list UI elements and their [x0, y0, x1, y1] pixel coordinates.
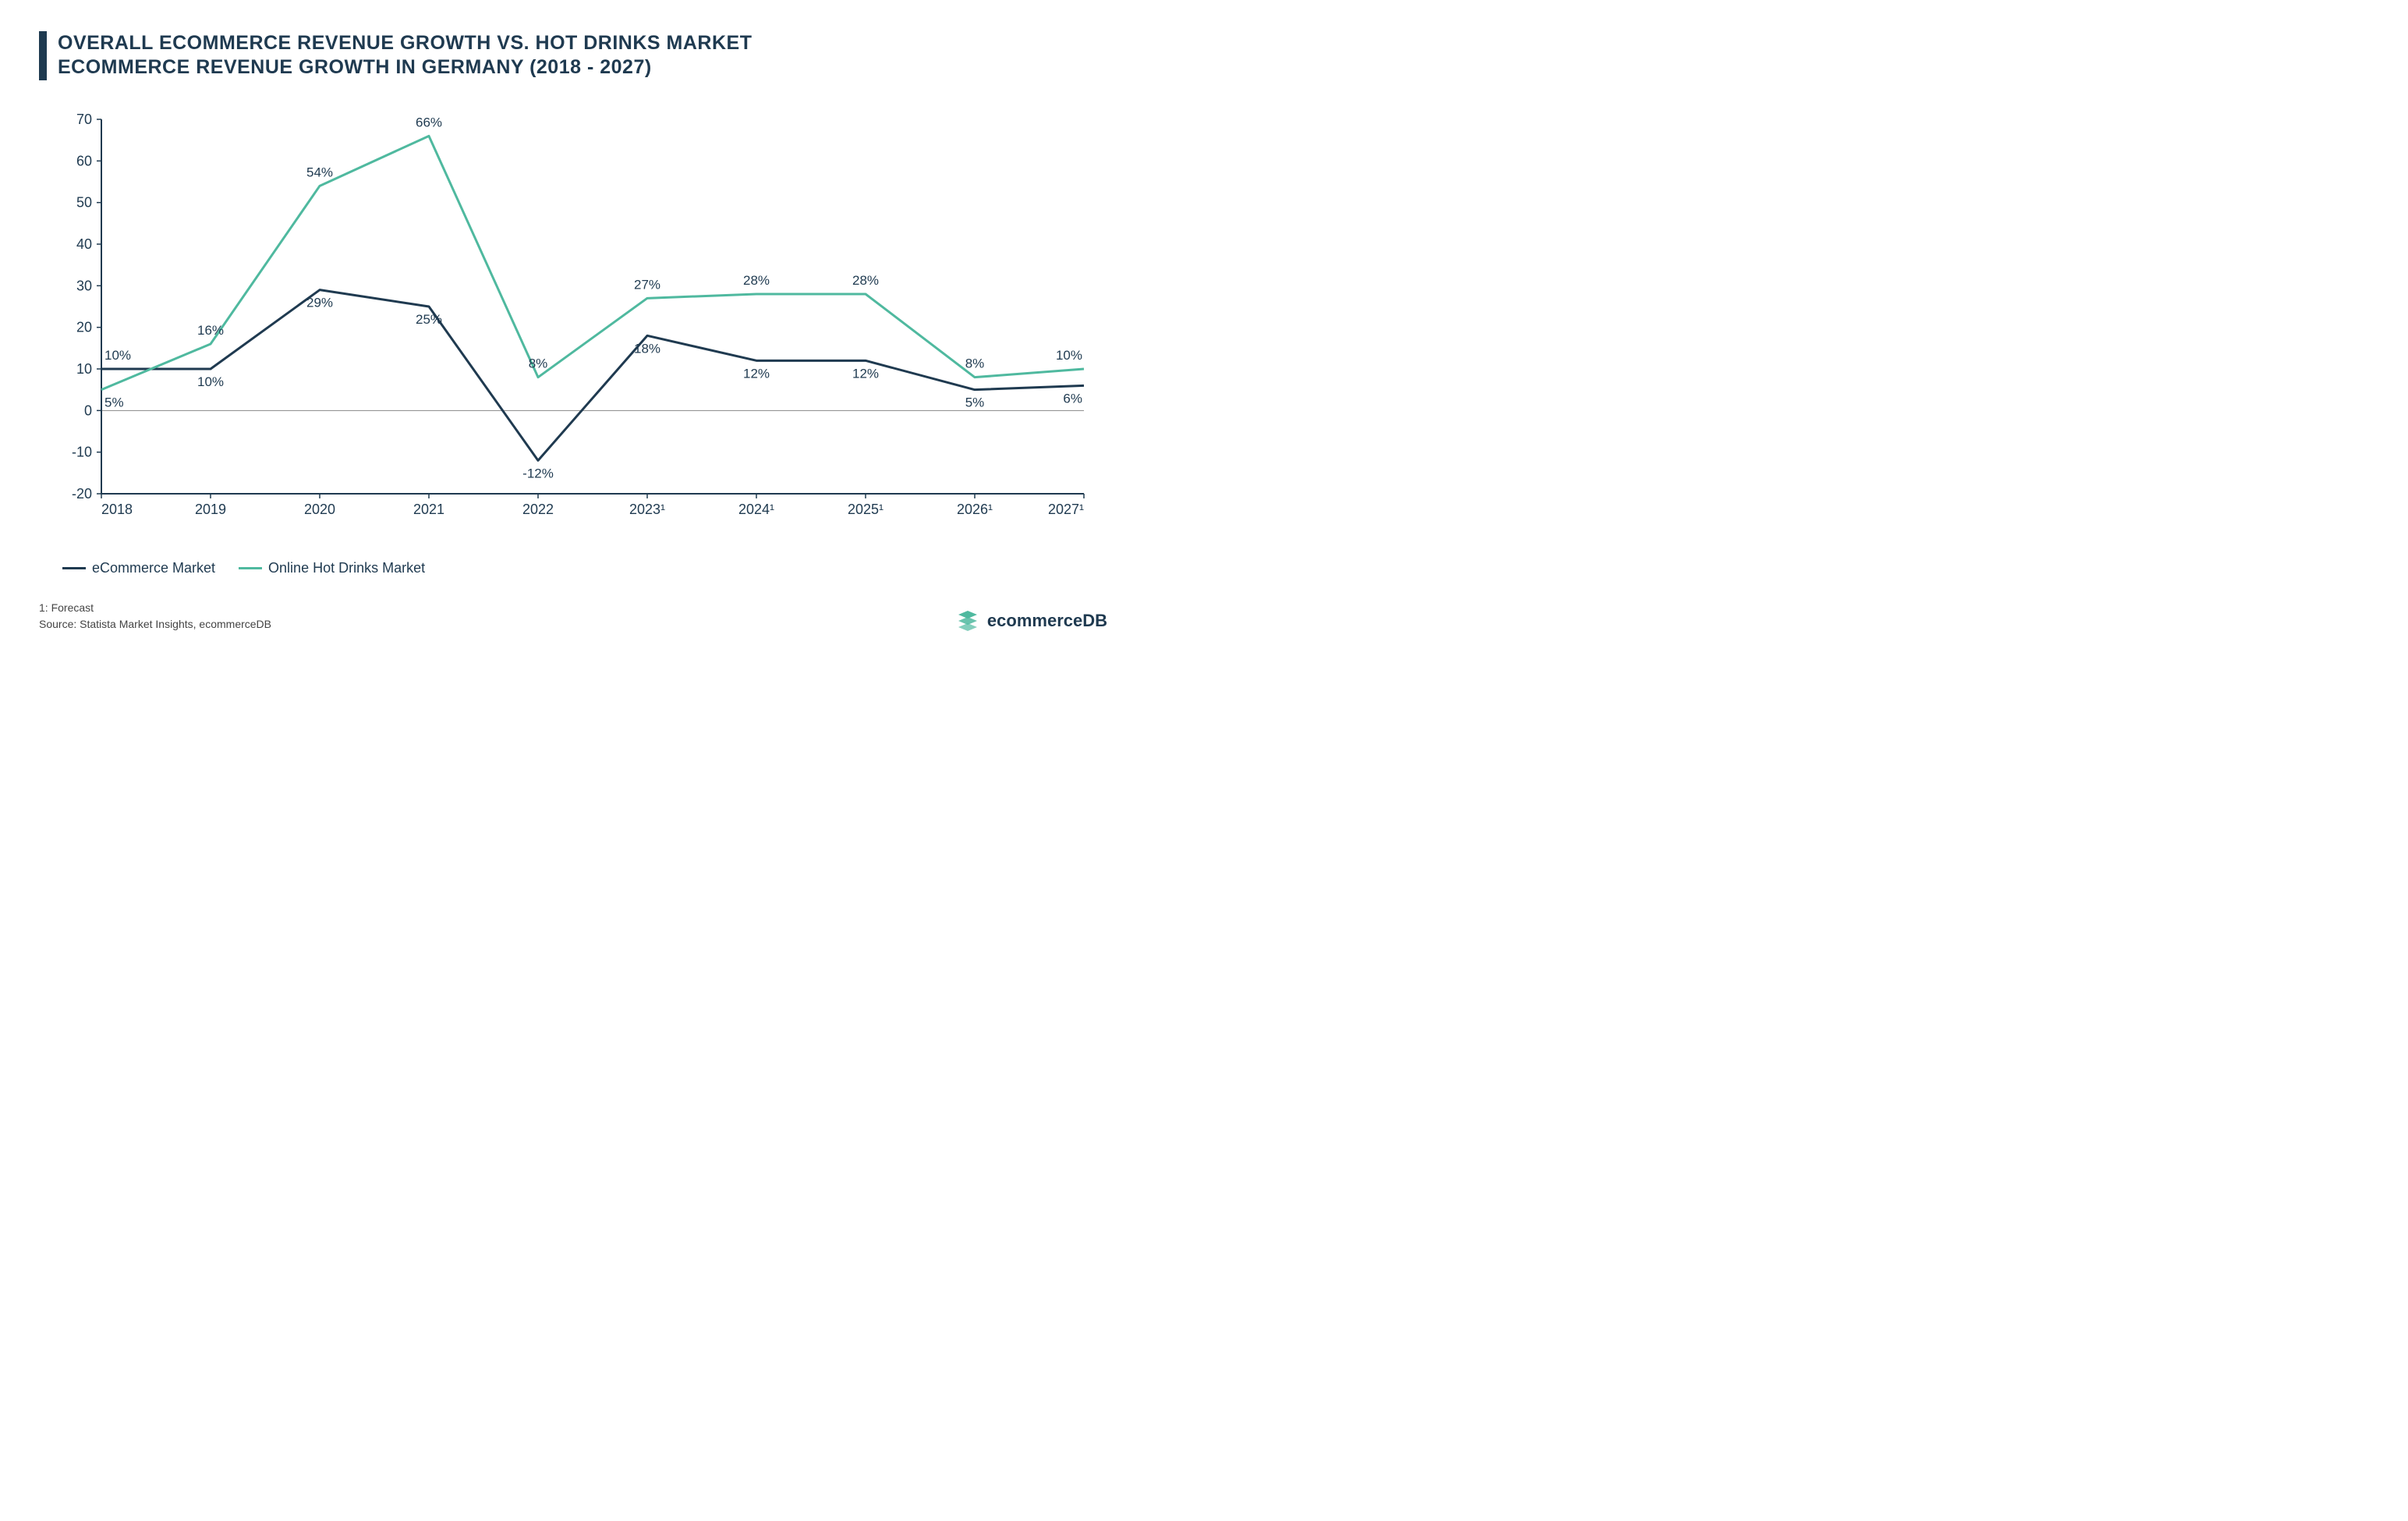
svg-text:8%: 8% [529, 356, 548, 370]
svg-text:6%: 6% [1063, 391, 1082, 406]
svg-text:5%: 5% [965, 395, 985, 410]
svg-text:27%: 27% [634, 277, 660, 292]
legend-swatch [62, 567, 86, 569]
title-line1: OVERALL ECOMMERCE REVENUE GROWTH VS. HOT… [58, 31, 752, 55]
svg-text:2020: 2020 [304, 502, 335, 517]
svg-text:-20: -20 [72, 486, 92, 502]
svg-text:2023¹: 2023¹ [629, 502, 665, 517]
svg-text:12%: 12% [743, 366, 770, 381]
title-accent-bar [39, 31, 47, 80]
chart-svg: -20 -10 0 10 20 30 40 50 60 70 2018 2019 2020 2021 202… [47, 112, 1100, 533]
svg-text:29%: 29% [306, 295, 333, 310]
svg-text:-12%: -12% [522, 466, 554, 480]
svg-text:2019: 2019 [195, 502, 226, 517]
title-line2: ECOMMERCE REVENUE GROWTH IN GERMANY (201… [58, 55, 752, 80]
footnotes: 1: Forecast Source: Statista Market Insi… [39, 600, 271, 633]
chart-footer: 1: Forecast Source: Statista Market Insi… [39, 576, 1107, 633]
svg-text:25%: 25% [416, 312, 442, 327]
svg-text:2026¹: 2026¹ [957, 502, 993, 517]
chart-title-block: OVERALL ECOMMERCE REVENUE GROWTH VS. HOT… [39, 31, 1107, 80]
svg-text:40: 40 [76, 236, 92, 252]
svg-text:10%: 10% [197, 374, 224, 389]
svg-text:2024¹: 2024¹ [738, 502, 774, 517]
svg-text:12%: 12% [852, 366, 879, 381]
svg-text:66%: 66% [416, 115, 442, 129]
footnote-forecast: 1: Forecast [39, 600, 271, 616]
legend-item-ecommerce: eCommerce Market [62, 560, 215, 576]
svg-text:5%: 5% [104, 395, 124, 410]
svg-text:0: 0 [84, 402, 92, 418]
svg-text:2025¹: 2025¹ [848, 502, 884, 517]
svg-text:60: 60 [76, 153, 92, 168]
svg-text:10%: 10% [1056, 348, 1082, 363]
svg-text:16%: 16% [197, 323, 224, 338]
svg-text:2018: 2018 [101, 502, 133, 517]
svg-text:2021: 2021 [413, 502, 444, 517]
legend-label: Online Hot Drinks Market [268, 560, 425, 576]
svg-text:8%: 8% [965, 356, 985, 370]
svg-text:50: 50 [76, 194, 92, 210]
legend-label: eCommerce Market [92, 560, 215, 576]
line-chart: -20 -10 0 10 20 30 40 50 60 70 2018 2019 2020 2021 202… [47, 112, 1100, 537]
svg-text:2027¹: 2027¹ [1048, 502, 1084, 517]
svg-text:20: 20 [76, 319, 92, 335]
svg-text:30: 30 [76, 278, 92, 293]
svg-text:54%: 54% [306, 165, 333, 179]
brand-name: ecommerceDB [987, 611, 1107, 631]
legend-swatch [239, 567, 262, 569]
svg-text:70: 70 [76, 112, 92, 127]
brand-icon [956, 609, 979, 633]
legend-item-hotdrinks: Online Hot Drinks Market [239, 560, 425, 576]
svg-text:-10: -10 [72, 444, 92, 459]
svg-text:10: 10 [76, 361, 92, 377]
chart-title: OVERALL ECOMMERCE REVENUE GROWTH VS. HOT… [58, 31, 752, 80]
brand-logo: ecommerceDB [956, 609, 1107, 633]
chart-legend: eCommerce Market Online Hot Drinks Marke… [62, 560, 1107, 576]
svg-text:28%: 28% [743, 273, 770, 288]
svg-text:28%: 28% [852, 273, 879, 288]
svg-text:2022: 2022 [522, 502, 554, 517]
svg-text:10%: 10% [104, 348, 131, 363]
svg-text:18%: 18% [634, 341, 660, 356]
footnote-source: Source: Statista Market Insights, ecomme… [39, 616, 271, 633]
